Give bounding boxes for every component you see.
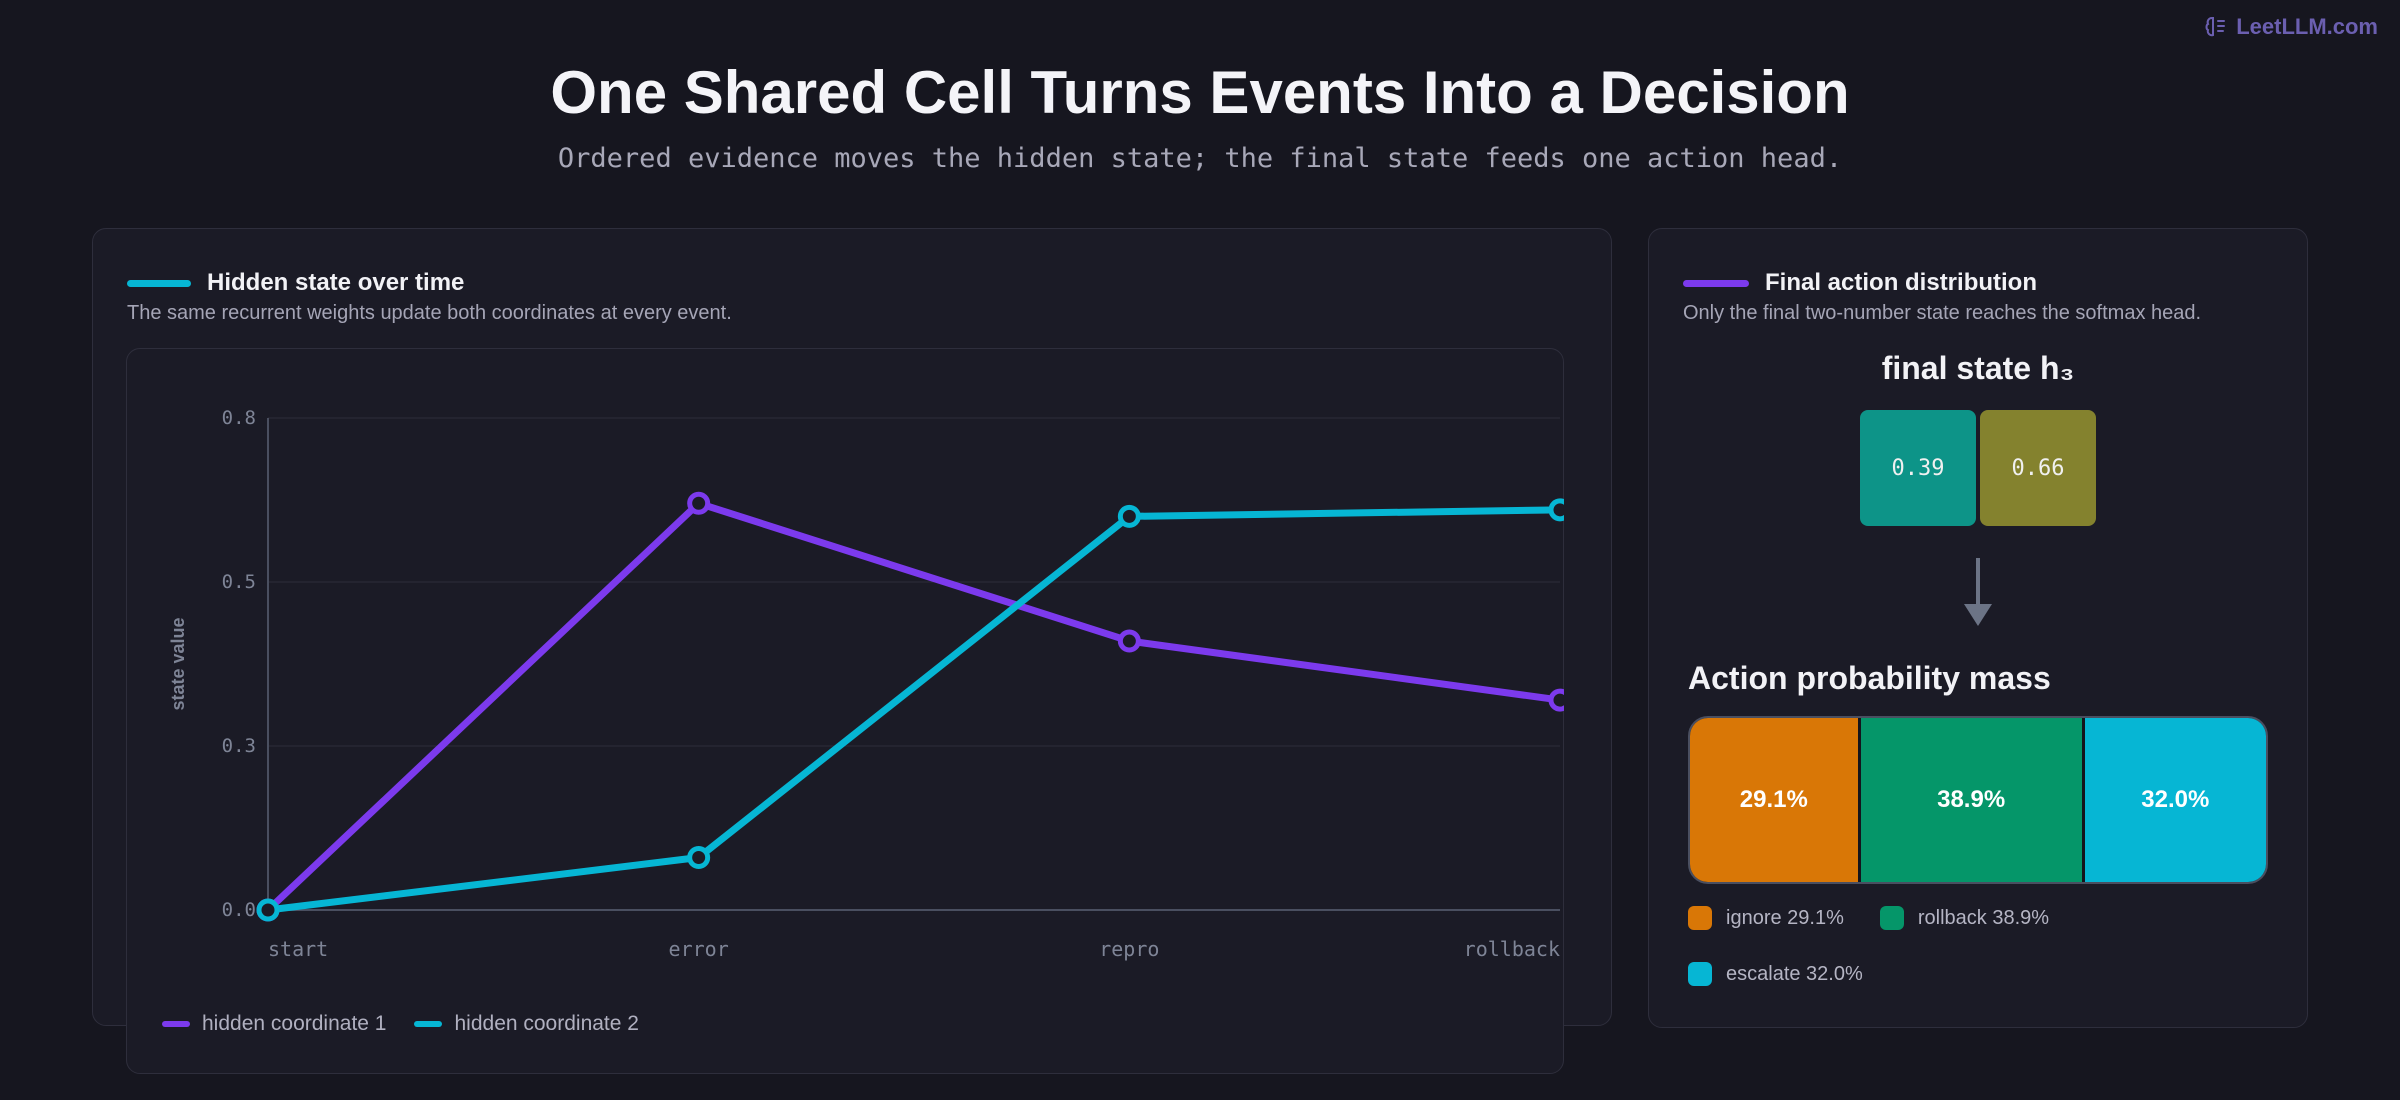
- legend-item-coordinate-1: hidden coordinate 1: [162, 1012, 386, 1036]
- action-legend: ignore 29.1% rollback 38.9% escalate 32.…: [1688, 904, 2248, 988]
- data-point: [1117, 629, 1141, 653]
- state-cell-2: 0.66: [1980, 410, 2096, 526]
- legend-label: escalate 32.0%: [1726, 962, 1863, 985]
- chart-frame: [126, 348, 1564, 1074]
- panel-title: Final action distribution: [1765, 269, 2037, 296]
- legend-swatch: [1688, 962, 1712, 986]
- flow-arrow-head: [1964, 604, 1992, 626]
- panel-description: The same recurrent weights update both c…: [127, 302, 732, 324]
- legend-swatch: [414, 1021, 443, 1027]
- page-title: One Shared Cell Turns Events Into a Deci…: [550, 59, 1850, 126]
- legend-item-escalate: escalate 32.0%: [1688, 960, 2248, 988]
- panel-header: Hidden state over time: [127, 269, 464, 297]
- hidden-state-chart: 0.0 0.3 0.5 0.8 state value start error repro ro…: [168, 407, 1564, 961]
- legend-label: hidden coordinate 1: [202, 1012, 387, 1035]
- series-line-2: [264, 506, 1564, 914]
- data-point: [1548, 498, 1564, 522]
- y-tick-label: 0.0: [222, 899, 256, 921]
- page-subtitle: Ordered evidence moves the hidden state;…: [557, 143, 1843, 174]
- y-tick-label: 0.8: [222, 407, 256, 429]
- bar-segment-rollback: 38.9%: [1857, 718, 2082, 882]
- y-axis-label: state value: [168, 617, 188, 710]
- legend-swatch: [1688, 906, 1712, 930]
- legend-label: hidden coordinate 2: [454, 1012, 639, 1035]
- legend-item-ignore: ignore 29.1%: [1688, 904, 1844, 932]
- panel-header: Final action distribution: [1683, 269, 2037, 297]
- panel-accent-line: [1683, 279, 1749, 287]
- legend-swatch: [162, 1021, 190, 1027]
- final-state-label: final state h₃: [1881, 350, 2075, 386]
- data-point: [687, 846, 711, 870]
- brand-name: LeetLLM.com: [2236, 14, 2378, 39]
- legend-item-coordinate-2: hidden coordinate 2: [414, 1012, 639, 1036]
- bar-segment-escalate: 32.0%: [2081, 718, 2266, 882]
- mass-title: Action probability mass: [1688, 660, 2051, 696]
- data-point: [256, 898, 280, 922]
- bar-segment-ignore: 29.1%: [1690, 718, 1858, 882]
- panel-accent-line: [127, 279, 191, 287]
- flow-arrow: [1976, 558, 1980, 608]
- legend-label: ignore 29.1%: [1726, 906, 1844, 929]
- legend-swatch: [1879, 906, 1904, 930]
- chart-legend: hidden coordinate 1 hidden coordinate 2: [162, 1012, 639, 1036]
- action-distribution-panel: Final action distribution Only the final…: [1648, 228, 2308, 1028]
- x-tick-label: error: [669, 937, 729, 961]
- x-tick-label: repro: [1099, 937, 1159, 961]
- probability-bar: 29.1% 38.9% 32.0%: [1688, 716, 2268, 884]
- brain-icon: [2205, 17, 2226, 37]
- data-point: [1548, 688, 1564, 712]
- legend-item-rollback: rollback 38.9%: [1879, 904, 2050, 932]
- x-tick-label: rollback: [1464, 937, 1560, 961]
- data-point: [687, 491, 711, 515]
- data-point: [1117, 504, 1141, 528]
- state-cell-1: 0.39: [1860, 410, 1976, 526]
- x-tick-label: start: [268, 937, 328, 961]
- brand-logo[interactable]: LeetLLM.com: [2204, 14, 2378, 40]
- legend-label: rollback 38.9%: [1917, 906, 2050, 929]
- y-tick-label: 0.5: [222, 571, 256, 593]
- panel-description: Only the final two-number state reaches …: [1683, 302, 2202, 324]
- series-line-1: [264, 499, 1564, 914]
- y-tick-label: 0.3: [222, 735, 256, 757]
- panel-title: Hidden state over time: [207, 269, 465, 296]
